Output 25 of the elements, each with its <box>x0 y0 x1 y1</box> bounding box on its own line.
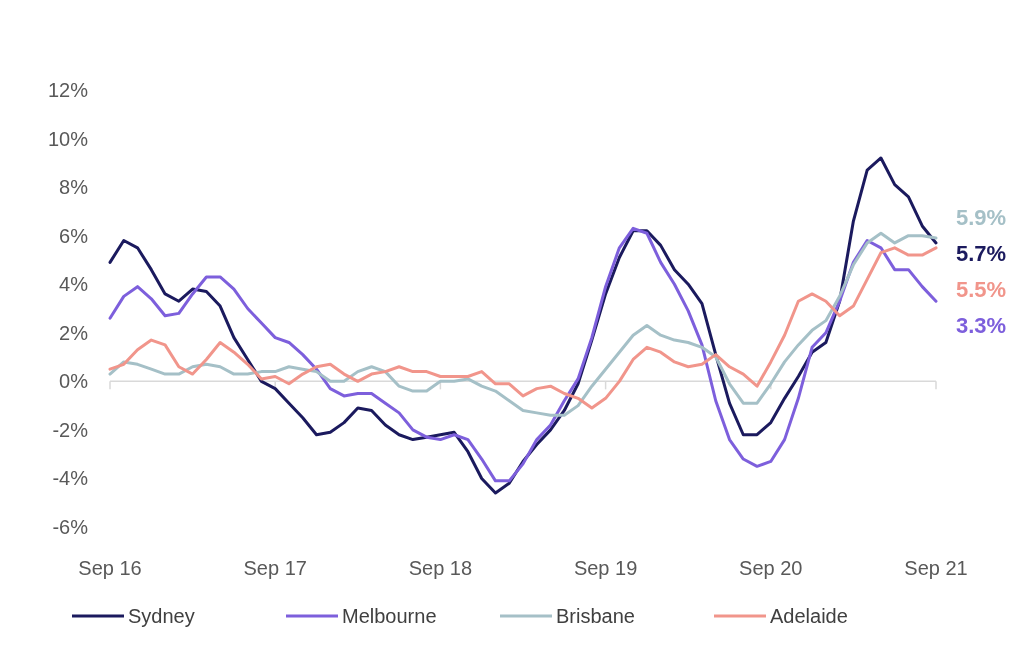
data-label: 5.5% <box>956 277 1007 303</box>
legend-label: Brisbane <box>556 605 635 627</box>
legend-label: Sydney <box>128 605 195 627</box>
y-tick-label: 6% <box>59 224 89 247</box>
y-tick-label: 4% <box>59 273 89 296</box>
data-label: 5.9% <box>956 205 1007 231</box>
y-tick-label: 0% <box>59 370 89 393</box>
legend-label: Adelaide <box>770 605 848 627</box>
x-tick-label: Sep 19 <box>573 557 638 579</box>
y-tick-label: 10% <box>47 127 89 150</box>
line-series <box>108 226 938 483</box>
x-tick-label: Sep 17 <box>243 557 307 579</box>
x-tick-label: Sep 16 <box>78 557 142 579</box>
y-tick-label: -2% <box>52 418 89 441</box>
y-tick-label: 12% <box>47 79 89 101</box>
x-tick-label: Sep 20 <box>739 557 803 579</box>
x-tick-label: Sep 18 <box>408 557 473 579</box>
data-label: 5.7% <box>956 241 1007 267</box>
legend-label: Melbourne <box>342 605 437 627</box>
data-label: 3.3% <box>956 313 1007 339</box>
y-tick-label: -4% <box>52 467 89 490</box>
x-tick-label: Sep 21 <box>904 557 968 579</box>
y-tick-label: 2% <box>59 321 89 344</box>
y-tick-label: 8% <box>59 176 89 199</box>
y-tick-label: -6% <box>52 516 89 538</box>
